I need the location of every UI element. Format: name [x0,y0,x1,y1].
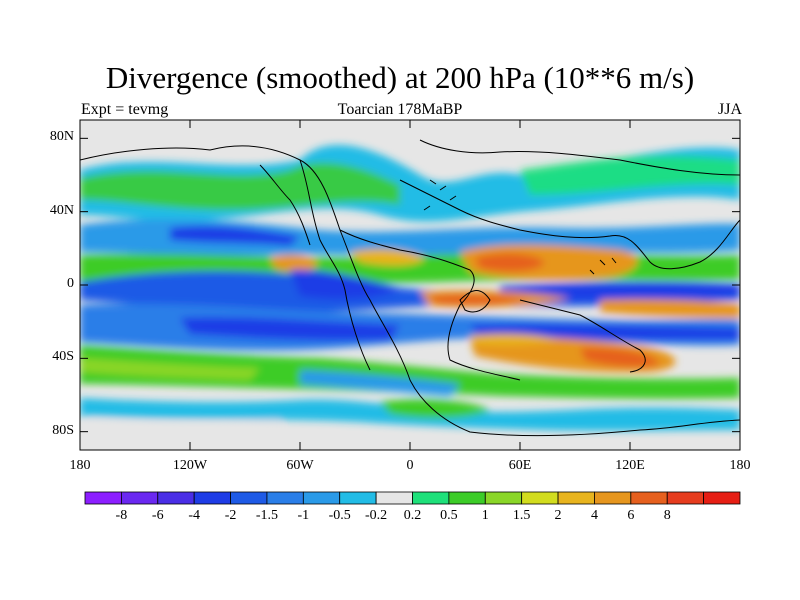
colorbar-swatch [302,491,341,505]
experiment-label: Expt = tevmg [81,101,169,118]
period-label: Toarcian 178MaBP [337,101,463,118]
colorbar-swatch [521,491,559,505]
colorbar-label: 8 [663,508,671,523]
colorbar-label: 1 [481,508,489,523]
colorbar-swatch [230,491,268,505]
colorbar-label: 6 [627,508,635,523]
colorbar-label: -0.2 [365,508,388,523]
colorbar-swatch [703,491,741,505]
lon-label: 0 [406,458,414,473]
season-label: JJA [717,101,742,118]
colorbar-swatch [375,491,413,505]
colorbar-swatch [412,491,450,505]
lon-label: 180 [69,458,91,473]
colorbar-label: -1.5 [255,508,279,523]
colorbar-swatch [339,491,377,505]
lon-label: 60W [286,458,314,473]
colorbar-swatch [120,491,159,505]
colorbar-swatch [448,491,486,505]
coastlines [80,139,740,437]
lat-label: 40N [49,202,74,218]
lon-label: 120E [615,458,645,473]
colorbar-label: 4 [590,508,598,523]
lat-label: 40S [52,349,74,365]
lat-label: 80N [49,129,74,145]
colorbar-swatch [157,491,195,505]
colorbar-swatch [193,491,231,505]
colorbar-swatch [666,491,705,505]
lat-label: 80S [52,422,74,438]
divergence-field [80,120,740,450]
colorbar-label: -6 [151,508,164,523]
colorbar-label: -1 [297,508,310,523]
colorbar-label: 2 [554,508,562,523]
colorbar-label: 1.5 [512,508,531,523]
colorbar-swatch [484,491,523,505]
colorbar-label: 0.2 [403,508,422,523]
lon-label: 120W [172,458,208,473]
plot-title: Divergence (smoothed) at 200 hPa (10**6 … [105,60,695,95]
colorbar-label: 0.5 [440,508,458,523]
colorbar-label: -4 [188,508,200,523]
lon-label: 180 [729,458,751,473]
colorbar-label: -0.5 [328,508,351,523]
colorbar-swatch [84,491,122,505]
colorbar-label: -2 [224,508,237,523]
colorbar-swatch [630,491,668,505]
lon-label: 60E [508,458,532,473]
colorbar [84,491,741,505]
axis-ticks [79,120,741,450]
colorbar-swatch [557,491,595,505]
colorbar-label: -8 [115,508,128,523]
colorbar-swatch [594,491,632,505]
colorbar-swatch [266,491,304,505]
lat-label: 0 [67,276,74,291]
